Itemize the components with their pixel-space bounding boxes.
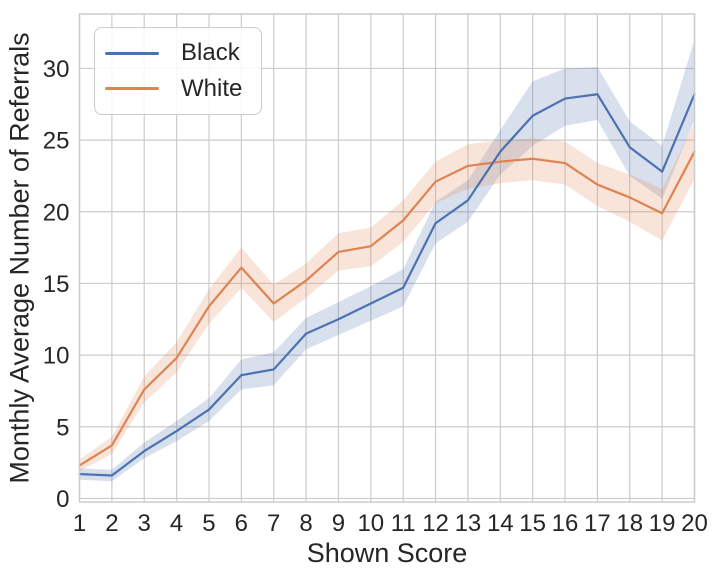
plot-border — [78, 13, 696, 503]
x-tick-labels: 1 2 3 4 5 6 7 8 9 10 11 12 13 14 15 16 17 18 19 20 — [73, 510, 708, 537]
y-tick-label: 20 — [43, 199, 70, 226]
x-tick-label: 8 — [299, 510, 312, 537]
y-tick-label: 10 — [43, 343, 70, 370]
y-tick-label: 0 — [56, 486, 69, 513]
x-tick-label: 19 — [649, 510, 676, 537]
y-tick-label: 5 — [56, 414, 69, 441]
legend: Black White — [94, 27, 262, 115]
x-tick-label: 18 — [616, 510, 643, 537]
legend-label-white: White — [181, 74, 243, 102]
confidence-band-black — [79, 39, 695, 482]
x-tick-label: 5 — [202, 510, 215, 537]
x-tick-label: 17 — [584, 510, 611, 537]
series-line-white — [78, 150, 696, 467]
y-tick-label: 25 — [43, 128, 70, 155]
x-tick-label: 16 — [552, 510, 579, 537]
y-tick-label: 15 — [43, 271, 70, 298]
x-axis-label: Shown Score — [306, 538, 468, 568]
x-tick-label: 6 — [235, 510, 248, 537]
x-tick-label: 2 — [105, 510, 118, 537]
black-series-line-swatch — [105, 51, 159, 55]
x-tick-label: 11 — [391, 510, 416, 537]
y-tick-label: 30 — [43, 56, 70, 83]
series-line-black — [78, 93, 696, 477]
legend-entry-white: White — [105, 74, 251, 102]
x-tick-label: 1 — [73, 510, 86, 537]
x-tick-label: 13 — [455, 510, 482, 537]
legend-label-black: Black — [181, 39, 240, 67]
x-tick-label: 20 — [681, 510, 708, 537]
x-tick-label: 9 — [332, 510, 345, 537]
x-tick-label: 10 — [357, 510, 384, 537]
legend-entry-black: Black — [105, 39, 251, 67]
x-tick-label: 14 — [487, 510, 514, 537]
y-axis-label: Monthly Average Number of Referrals — [4, 32, 35, 484]
x-tick-label: 15 — [519, 510, 546, 537]
white-series-line-swatch — [105, 87, 159, 91]
x-tick-label: 3 — [138, 510, 151, 537]
y-tick-labels: 0 5 10 15 20 25 30 — [43, 56, 70, 513]
x-tick-label: 4 — [170, 510, 183, 537]
x-tick-label: 7 — [267, 510, 280, 537]
x-tick-label: 12 — [422, 510, 449, 537]
